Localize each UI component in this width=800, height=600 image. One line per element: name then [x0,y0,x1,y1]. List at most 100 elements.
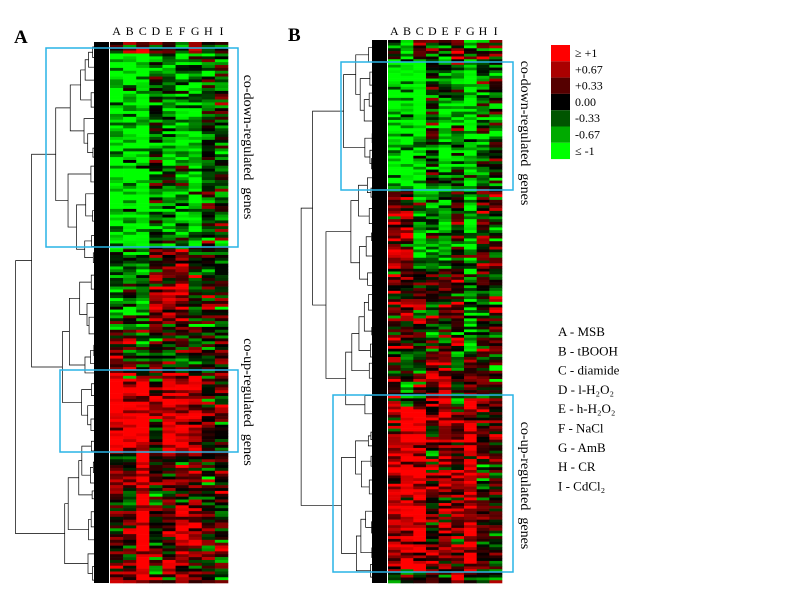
heatmap-cell [426,263,439,267]
heatmap-cell [438,580,452,584]
heatmap-cell [175,430,189,434]
heatmap-cell [149,93,163,97]
heatmap-cell [489,398,503,402]
heatmap-cell [175,433,189,437]
heatmap-cell [388,301,401,305]
dendrogram-branch [100,212,108,217]
heatmap-cell [188,441,203,446]
heatmap-cell [476,414,490,418]
heatmap-cell [110,462,124,466]
heatmap-cell [464,241,477,245]
heatmap-cell [388,552,401,556]
heatmap-cell [426,285,439,289]
heatmap-cell [136,183,150,187]
heatmap-cell [426,494,439,498]
heatmap-cell [451,254,465,259]
heatmap-cell [162,249,176,253]
heatmap-cell [149,326,163,331]
heatmap-cell [464,376,477,380]
heatmap-cell [400,334,414,338]
heatmap-cell [175,441,189,446]
heatmap-cell [464,59,477,63]
heatmap-cell [175,252,189,256]
heatmap-cell [123,168,137,172]
heatmap-cell [438,144,452,148]
heatmap-cell [214,226,229,230]
heatmap-cell [201,237,216,241]
heatmap-cell [464,469,477,474]
heatmap-cell [175,134,189,138]
heatmap-cell [464,511,477,515]
heatmap-cell [149,50,163,54]
heatmap-cell [400,230,414,234]
heatmap-cell [123,490,137,495]
heatmap-cell [110,318,124,322]
heatmap-cell [162,283,176,287]
heatmap-cell [123,513,137,518]
heatmap-cell [388,108,401,112]
heatmap-cell [476,288,490,292]
heatmap-cell [136,482,150,486]
heatmap-cell [162,407,176,411]
heatmap-cell [426,40,439,44]
heatmap-cell [400,263,414,267]
heatmap-cell [489,227,503,231]
heatmap-cell [201,50,216,54]
heatmap-cell [123,309,137,313]
heatmap-cell [400,478,414,482]
heatmap-cell [400,81,414,85]
heatmap-cell [149,125,163,129]
heatmap-cell [489,274,503,278]
heatmap-cell [175,44,189,49]
heatmap-cell [188,453,203,457]
heatmap-cell [438,447,452,451]
heatmap-cell [489,249,503,253]
dendrogram-branch [355,440,369,475]
heatmap-cell [110,96,124,100]
heatmap-cell [438,67,452,71]
heatmap-cell [175,502,189,506]
dendrogram-branch [359,78,370,111]
heatmap-cell [476,469,490,474]
heatmap-cell [464,219,477,223]
dendrogram-branch [99,140,108,145]
heatmap-cell [489,401,503,405]
heatmap-cell [426,384,439,388]
heatmap-cell [201,505,216,509]
heatmap-cell [162,289,176,293]
heatmap-cell [464,475,477,479]
heatmap-cell [451,221,465,225]
heatmap-cell [123,441,137,446]
heatmap-cell [188,79,203,83]
heatmap-cell [476,547,490,551]
heatmap-cell [136,96,150,100]
heatmap-cell [451,296,465,300]
heatmap-cell [464,417,477,421]
heatmap-cell [400,390,414,394]
heatmap-cell [149,465,163,469]
heatmap-cell [175,516,189,520]
heatmap-cell [489,271,503,275]
heatmap-cell [136,53,150,57]
heatmap-cell [201,542,216,546]
heatmap-cell [149,372,163,377]
heatmap-cell [110,125,124,129]
heatmap-cell [162,488,176,492]
heatmap-cell [188,44,203,49]
heatmap-cell [214,395,229,400]
heatmap-cell [110,465,124,469]
heatmap-cell [110,65,124,69]
heatmap-cell [451,318,465,322]
heatmap-cell [110,559,124,564]
heatmap-cell [136,416,150,420]
heatmap-cell [123,577,137,581]
heatmap-cell [214,237,229,241]
heatmap-cell [175,249,189,253]
heatmap-cell [476,230,490,234]
heatmap-cell [388,117,401,121]
heatmap-cell [136,534,150,538]
heatmap-cell [110,131,124,135]
heatmap-cell [464,483,477,487]
heatmap-cell [489,191,503,195]
heatmap-cell [438,95,452,99]
